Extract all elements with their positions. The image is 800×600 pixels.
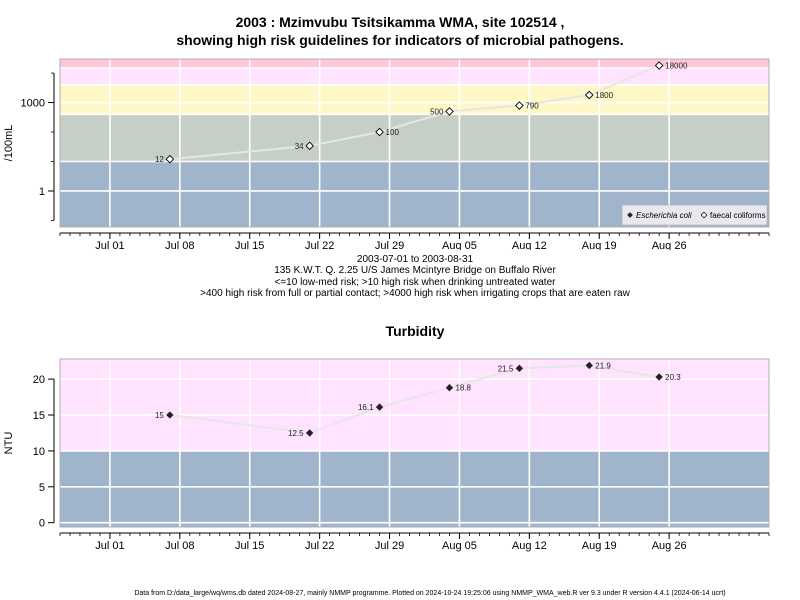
data-point-1 [305,429,314,437]
data-point-3 [445,107,454,116]
microbial-chart: Jul 01 Jul 08 Jul 15 Jul 22 Jul 29 Aug 05 Aug … [3,58,770,250]
y-tick-label-1: 1000 [21,98,45,110]
data-label-4: 21.5 [498,364,514,373]
x-tick-label-0: Jul 01 [95,240,124,250]
y-axis-label: NTU [3,432,15,455]
data-label-2: 100 [386,128,400,137]
plot-frame [59,58,770,228]
x-tick-label-1: Jul 08 [165,540,194,552]
data-label-6: 18000 [665,62,688,71]
y-tick-label-0: 1 [39,186,45,198]
x-tick-label-8: Aug 26 [652,240,687,250]
data-label-6: 20.3 [665,373,681,382]
x-tick-label-3: Jul 22 [305,240,334,250]
turbidity-chart: Jul 01 Jul 08 Jul 15 Jul 22 Jul 29 Aug 05 Aug … [3,358,770,552]
risk-band-3 [60,67,769,85]
legend-marker-0 [627,212,633,218]
data-point-4 [515,101,524,110]
risk-band-4 [60,59,769,68]
x-tick-label-8: Aug 26 [652,540,687,552]
data-label-5: 21.9 [595,361,611,370]
y-tick-label-2: 10 [33,446,45,458]
y-axis-label: /100mL [3,125,15,162]
x-tick-label-6: Aug 12 [512,240,547,250]
footer-note: Data from D:/data_large/wq/wms.db dated … [134,590,726,597]
y-tick-label-4: 20 [33,374,45,386]
data-label-0: 15 [155,411,164,420]
data-point-0 [166,411,174,419]
y-tick-label-3: 15 [33,410,45,422]
data-point-2 [375,127,384,137]
x-tick-label-7: Aug 19 [582,540,617,552]
x-tick-label-2: Jul 15 [235,240,264,250]
legend-box [621,204,768,226]
x-tick-label-0: Jul 01 [95,540,124,552]
risk-band-0 [60,450,769,527]
legend-label-1: faecal coliforms [710,211,766,220]
date-range: 2003-07-01 to 2003-08-31 [356,254,474,265]
x-tick-label-4: Jul 29 [375,240,404,250]
risk-guideline-2: >400 high risk from full or partial cont… [200,288,630,299]
data-point-6 [654,61,664,70]
site-description: 135 K.W.T. Q. 2.25 U/S James Mcintyre Br… [274,265,556,276]
data-label-1: 34 [295,142,304,151]
legend-marker-1 [700,211,708,219]
x-tick-label-5: Aug 05 [442,240,477,250]
y-tick-label-1: 5 [39,482,45,494]
risk-guideline-1: <=10 low-med risk; >10 high risk when dr… [274,277,556,288]
data-label-5: 1800 [595,91,613,100]
data-point-5 [585,361,593,370]
x-tick-label-5: Aug 05 [442,540,477,552]
data-label-0: 12 [155,155,164,164]
x-tick-label-7: Aug 19 [582,240,617,250]
data-label-4: 790 [525,102,539,111]
data-label-3: 500 [430,107,444,116]
chart-title-line1: 2003 : Mzimvubu Tsitsikamma WMA, site 10… [235,14,565,30]
x-tick-label-6: Aug 12 [512,540,547,552]
x-tick-label-3: Jul 22 [305,540,334,552]
data-point-5 [584,90,594,100]
x-tick-label-2: Jul 15 [235,540,264,552]
risk-band-1 [60,359,769,451]
data-label-1: 12.5 [288,429,304,438]
plot-frame [59,358,770,528]
x-tick-label-4: Jul 29 [375,540,404,552]
legend-label-0: Escherichia coli [636,211,692,220]
data-point-0 [165,154,175,164]
chart-title-line2: showing high risk guidelines for indicat… [176,32,624,48]
x-tick-label-1: Jul 08 [165,240,194,250]
data-point-1 [305,141,314,151]
data-point-6 [655,373,663,381]
data-label-2: 16.1 [358,403,374,412]
risk-band-2 [60,84,769,115]
turbidity-title: Turbidity [385,323,445,339]
y-tick-label-0: 0 [39,518,45,530]
data-label-3: 18.8 [455,384,471,393]
